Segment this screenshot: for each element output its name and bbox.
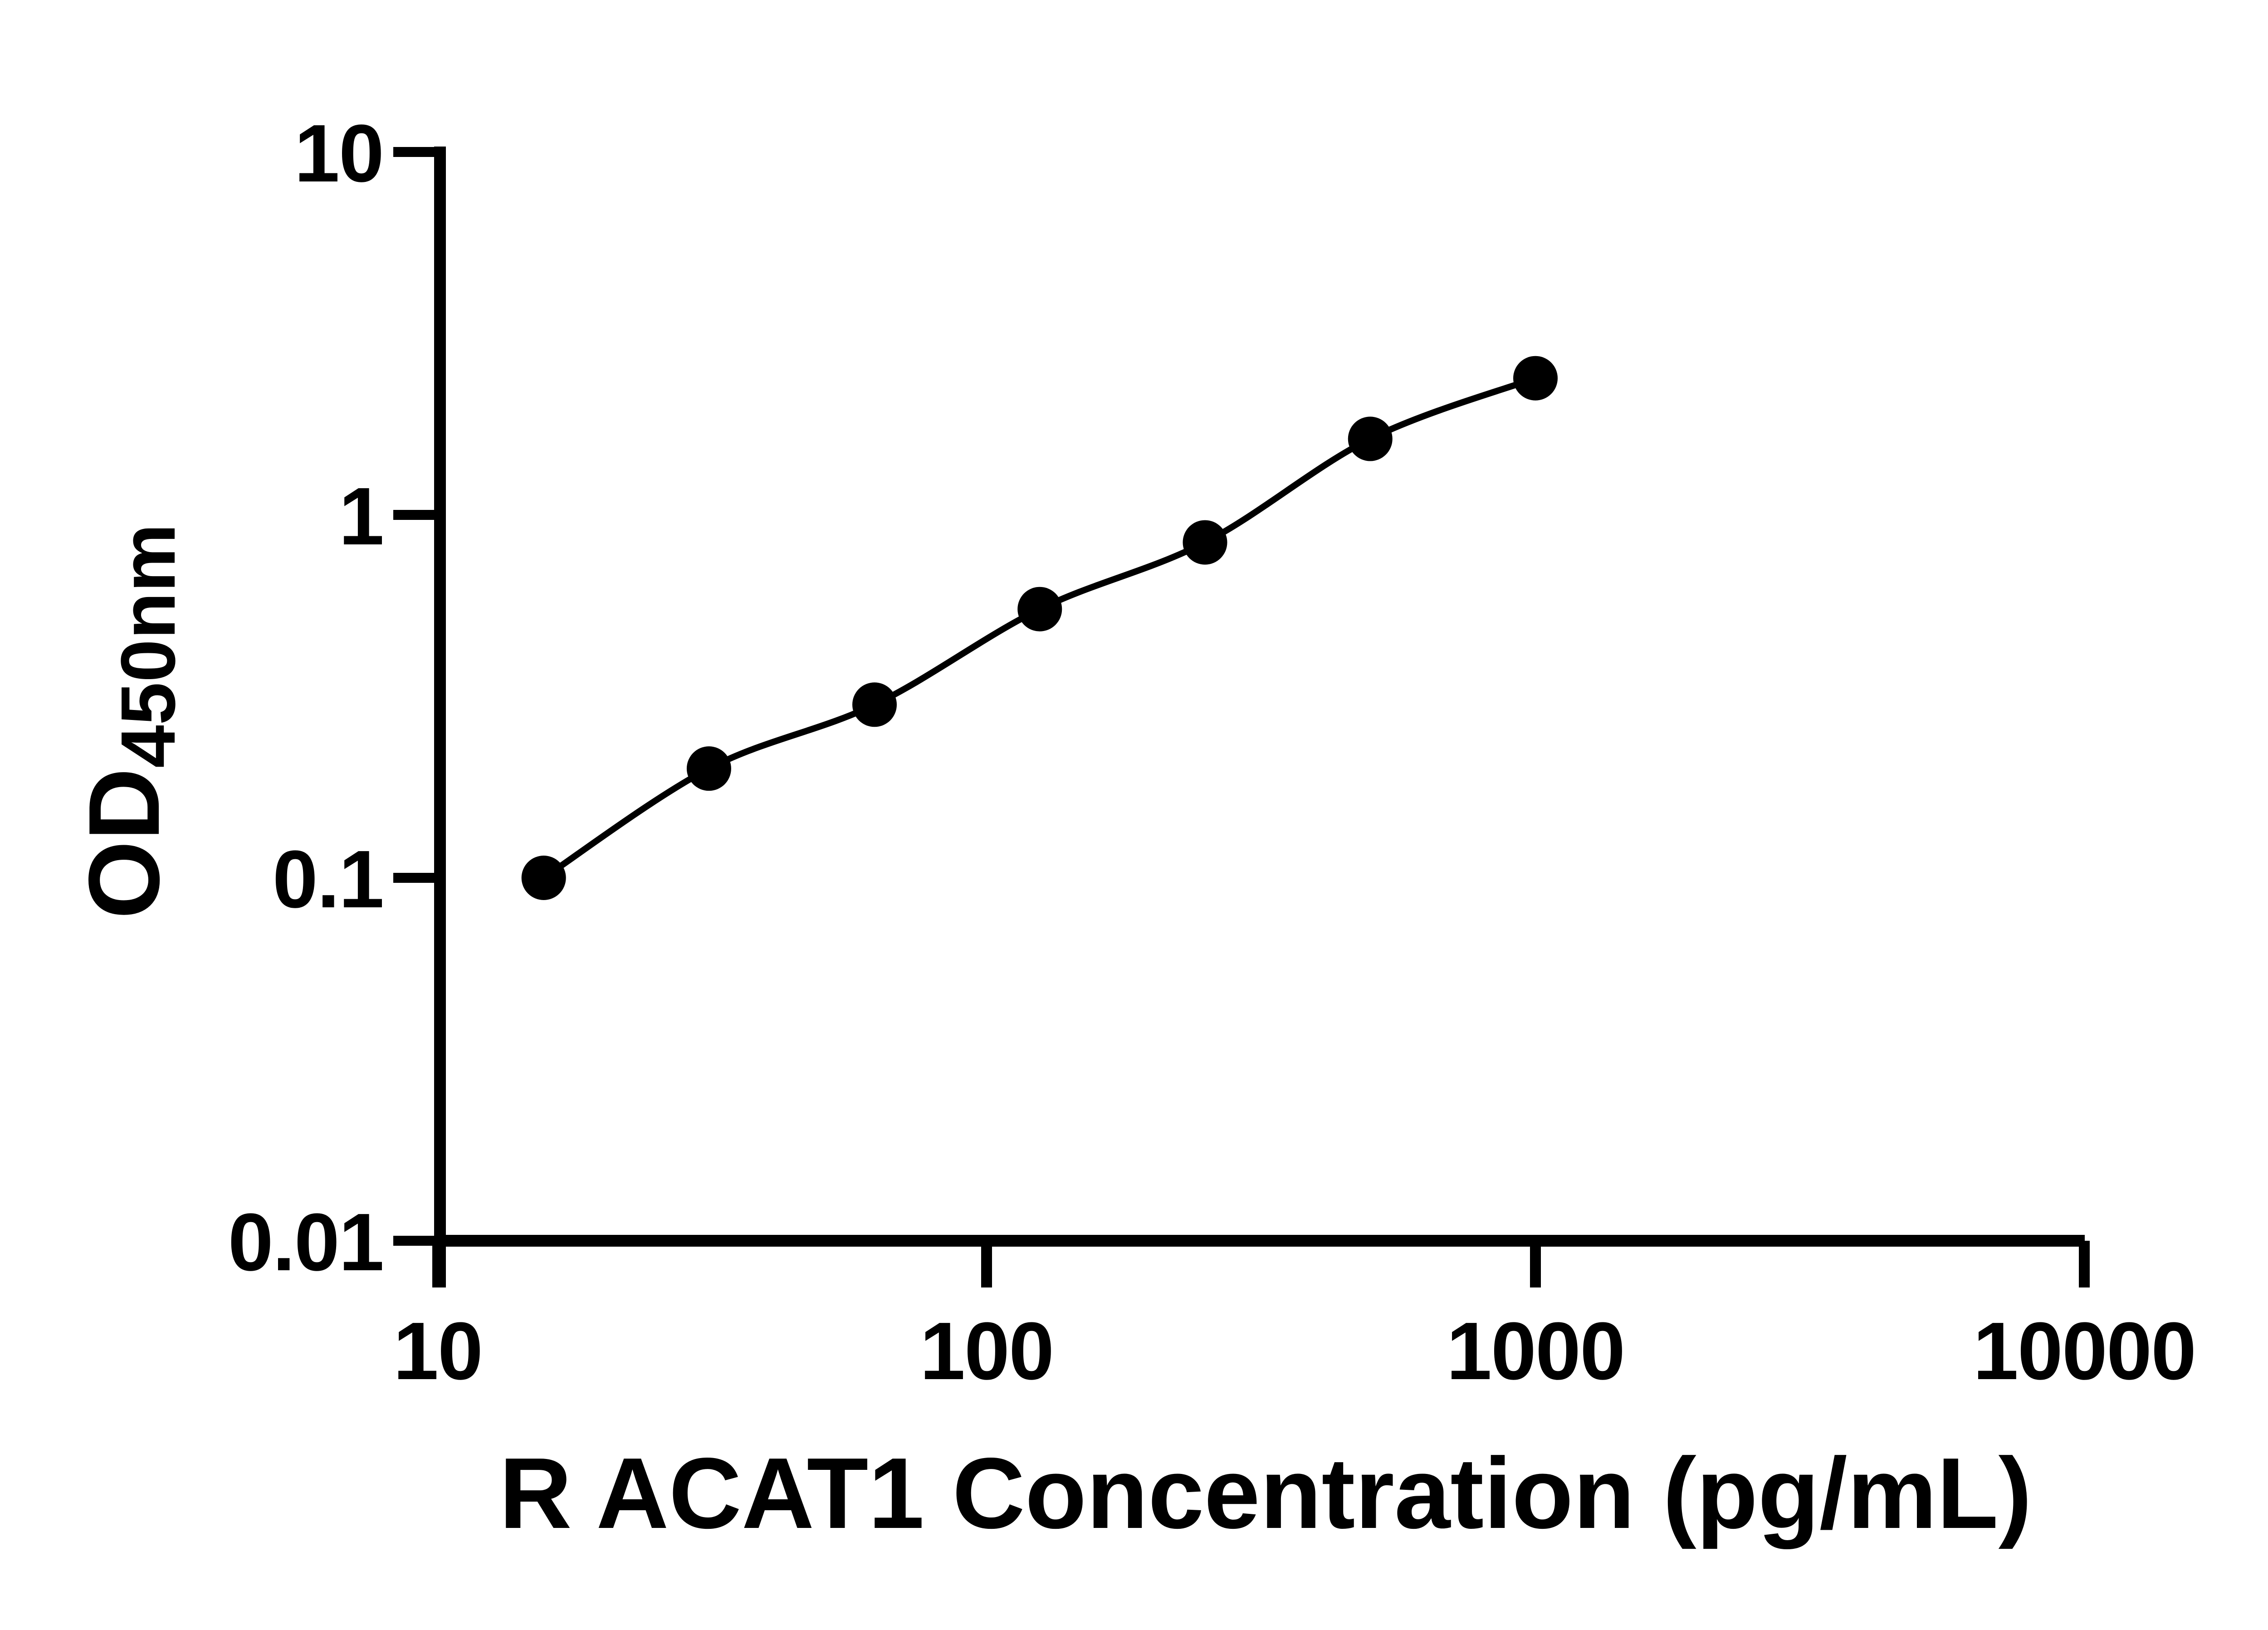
y-axis-title: OD450nm: [68, 524, 191, 919]
data-point-marker: [686, 746, 731, 791]
y-tick-label: 0.01: [228, 1197, 383, 1288]
data-point-marker: [1348, 416, 1393, 461]
x-axis-ticks: 10 100 1000 10000: [393, 1241, 2196, 1397]
data-point-marker: [1183, 520, 1227, 565]
x-tick-label: 10000: [1973, 1306, 2196, 1397]
y-tick-label: 1: [339, 471, 383, 562]
y-tick-label: 10: [294, 108, 383, 199]
data-point-marker: [1017, 587, 1062, 631]
axes: [434, 147, 2085, 1287]
data-point-marker: [1513, 356, 1558, 401]
y-axis-ticks: 10 1 0.1 0.01: [228, 108, 440, 1288]
x-tick-label: 100: [920, 1306, 1053, 1397]
y-axis-title-main: OD: [68, 768, 181, 919]
data-point-marker: [852, 682, 897, 727]
y-tick-label: 0.1: [273, 834, 383, 925]
x-axis-title: R ACAT1 Concentration (pg/mL): [499, 1437, 2032, 1550]
x-tick-label: 1000: [1447, 1306, 1624, 1397]
x-tick-label: 10: [393, 1306, 482, 1397]
data-point-marker: [521, 856, 566, 900]
y-axis-title-subscript: 450nm: [105, 524, 191, 768]
data-points: [521, 356, 1558, 900]
